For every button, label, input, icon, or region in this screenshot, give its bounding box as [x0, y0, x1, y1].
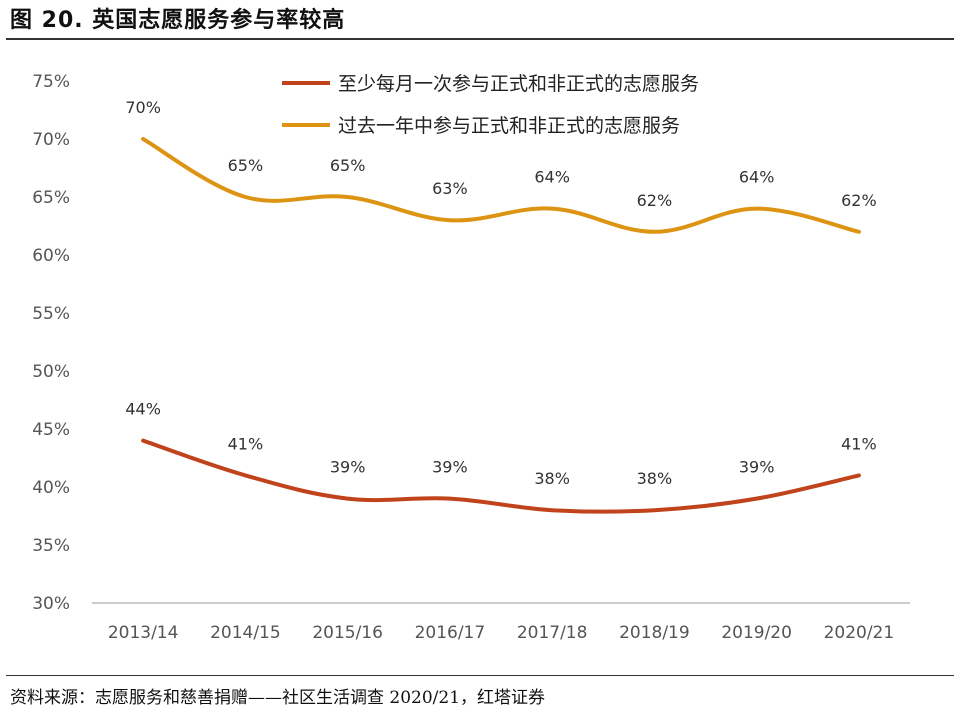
y-tick-label: 75% [32, 72, 70, 92]
data-label: 62% [841, 191, 877, 210]
data-label: 65% [228, 156, 264, 175]
series-line-2 [141, 137, 861, 234]
x-tick-label: 2016/17 [415, 623, 486, 643]
data-label: 39% [330, 458, 366, 477]
x-tick-label: 2015/16 [312, 623, 383, 643]
y-tick-label: 35% [32, 536, 70, 556]
x-tick-label: 2013/14 [108, 623, 179, 643]
legend-label: 过去一年中参与正式和非正式的志愿服务 [338, 115, 680, 137]
y-tick-label: 65% [32, 188, 70, 208]
y-tick-label: 30% [32, 594, 70, 614]
x-tick-label: 2017/18 [517, 623, 588, 643]
data-label: 64% [534, 168, 570, 187]
x-tick-label: 2020/21 [824, 623, 895, 643]
x-tick-label: 2014/15 [210, 623, 281, 643]
x-tick-label: 2018/19 [619, 623, 690, 643]
data-label: 65% [330, 156, 366, 175]
data-label: 64% [739, 168, 775, 187]
data-label: 39% [432, 458, 468, 477]
data-label: 70% [125, 98, 161, 117]
legend-label: 至少每月一次参与正式和非正式的志愿服务 [338, 73, 699, 95]
x-axis: 2013/14 2014/15 2015/16 2016/17 2017/18 2018/… [92, 602, 910, 643]
y-tick-label: 45% [32, 420, 70, 440]
y-tick-label: 40% [32, 478, 70, 498]
source-divider [6, 675, 954, 676]
y-tick-label: 55% [32, 304, 70, 324]
y-axis: 30% 35% 40% 45% 50% 55% 60% 65% 70% 75% [32, 72, 70, 614]
y-tick-label: 50% [32, 362, 70, 382]
data-label: 62% [637, 191, 673, 210]
data-label: 44% [125, 400, 161, 419]
figure-title: 图 20. 英国志愿服务参与率较高 [10, 8, 346, 33]
y-tick-label: 60% [32, 246, 70, 266]
series-line-1 [141, 438, 861, 514]
data-label: 63% [432, 179, 468, 198]
x-tick-label: 2019/20 [721, 623, 792, 643]
data-label: 41% [841, 434, 877, 453]
data-label: 39% [739, 458, 775, 477]
series-layer: 44% 41% 39% 39% 38% 38% 39% 41% 70% 65% 65% 63% 64% 6… [125, 98, 877, 514]
data-label: 38% [637, 469, 673, 488]
data-label: 38% [534, 469, 570, 488]
y-tick-label: 70% [32, 130, 70, 150]
title-divider [6, 38, 954, 40]
data-label: 41% [228, 434, 264, 453]
source-note: 资料来源：志愿服务和慈善捐赠——社区生活调查 2020/21，红塔证券 [10, 688, 546, 708]
